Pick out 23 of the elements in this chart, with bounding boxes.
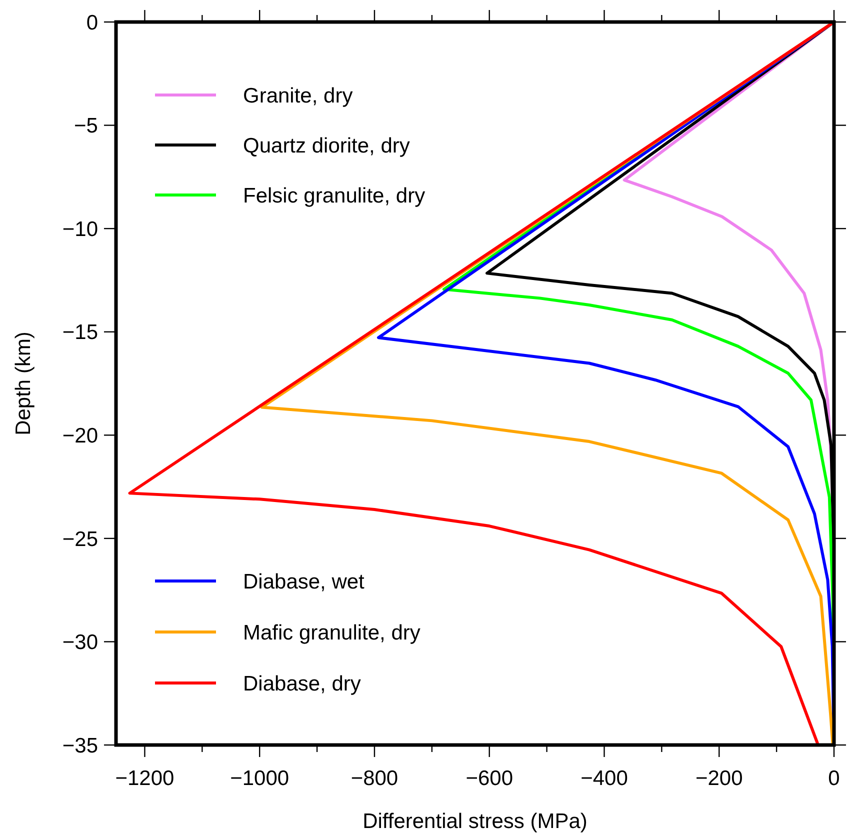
x-tick-label: 0	[828, 767, 840, 790]
x-tick-label: −200	[695, 767, 743, 790]
y-tick-label: −25	[62, 528, 98, 551]
x-tick-label: −800	[350, 767, 398, 790]
y-axis-title: Depth (km)	[12, 332, 35, 436]
legend-label: Diabase, wet	[243, 570, 365, 594]
legend-label: Diabase, dry	[243, 672, 362, 696]
y-tick-label: −30	[62, 631, 98, 654]
y-tick-label: −20	[62, 424, 98, 448]
x-tick-label: −600	[466, 767, 514, 790]
y-tick-label: −10	[62, 218, 98, 241]
y-tick-label: −5	[74, 114, 98, 138]
x-tick-label: −1000	[230, 767, 290, 790]
y-tick-label: −35	[62, 734, 98, 758]
legend-label: Mafic granulite, dry	[243, 621, 421, 644]
x-axis-title: Differential stress (MPa)	[362, 810, 588, 833]
x-tick-label: −400	[580, 767, 628, 790]
y-tick-label: −15	[62, 321, 98, 344]
legend-label: Felsic granulite, dry	[243, 184, 426, 208]
y-tick-label: 0	[86, 11, 98, 34]
legend-label: Quartz diorite, dry	[243, 134, 410, 158]
legend-label: Granite, dry	[243, 84, 354, 108]
x-tick-label: −1200	[115, 767, 174, 790]
